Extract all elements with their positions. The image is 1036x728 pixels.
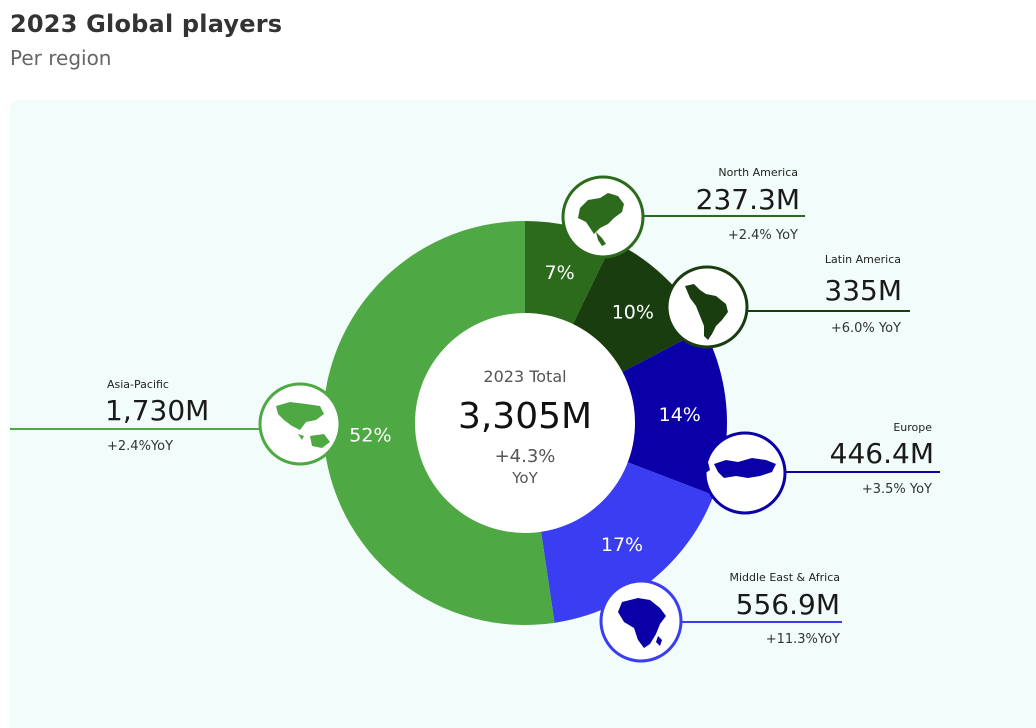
north-america-value: 237.3M — [696, 183, 800, 216]
center-total-value: 3,305M — [458, 396, 592, 437]
europe-badge — [700, 431, 787, 515]
north-america-yoy: +2.4% YoY — [728, 228, 798, 243]
apac-yoy: +2.4%YoY — [107, 439, 173, 454]
center-yoy-label: YoY — [511, 469, 538, 487]
europe-yoy: +3.5% YoY — [862, 482, 932, 497]
slice-label-europe: 14% — [659, 404, 701, 426]
mea-callout: Middle East & Africa 556.9M +11.3%YoY — [729, 571, 840, 647]
latin-america-badge — [665, 265, 749, 349]
donut-chart: 7% 10% 14% 17% 52% 2023 Total 3,305M +4.3% Y… — [10, 166, 940, 663]
donut-hole — [415, 313, 635, 533]
mea-yoy: +11.3%YoY — [766, 632, 840, 647]
latin-america-callout: Latin America 335M +6.0% YoY — [824, 253, 902, 336]
north-america-badge — [561, 175, 645, 259]
slice-label-asia-pacific: 52% — [349, 424, 391, 446]
europe-callout: Europe 446.4M +3.5% YoY — [830, 421, 934, 497]
page-subtitle: Per region — [10, 46, 112, 70]
page-title: 2023 Global players — [10, 10, 283, 38]
mea-badge — [599, 579, 683, 663]
europe-value: 446.4M — [830, 437, 934, 470]
latin-america-value: 335M — [824, 274, 902, 307]
europe-map-icon — [700, 458, 776, 478]
north-america-map-icon — [578, 193, 624, 246]
apac-badge — [258, 382, 342, 466]
north-america-callout: North America 237.3M +2.4% YoY — [696, 166, 800, 243]
center-title: 2023 Total — [483, 367, 566, 386]
north-america-name: North America — [718, 166, 798, 179]
apac-name: Asia-Pacific — [107, 378, 169, 391]
latin-america-map-icon — [685, 284, 728, 340]
slice-label-north-america: 7% — [545, 262, 575, 284]
asia-pacific-map-icon — [276, 402, 330, 448]
slice-label-latin-america: 10% — [612, 302, 654, 324]
europe-name: Europe — [893, 421, 932, 434]
mea-value: 556.9M — [736, 588, 840, 621]
latin-america-yoy: +6.0% YoY — [831, 321, 901, 336]
chart-panel: 7% 10% 14% 17% 52% 2023 Total 3,305M +4.3% Y… — [10, 100, 1036, 728]
africa-map-icon — [618, 598, 666, 648]
slice-labels: 7% 10% 14% 17% 52% — [349, 262, 701, 556]
apac-value: 1,730M — [105, 394, 209, 427]
center-yoy-percent: +4.3% — [495, 446, 556, 467]
slice-label-middle-east-africa: 17% — [601, 534, 643, 556]
mea-name: Middle East & Africa — [729, 571, 840, 584]
latin-america-name: Latin America — [825, 253, 901, 266]
apac-callout: Asia-Pacific 1,730M +2.4%YoY — [105, 378, 209, 454]
